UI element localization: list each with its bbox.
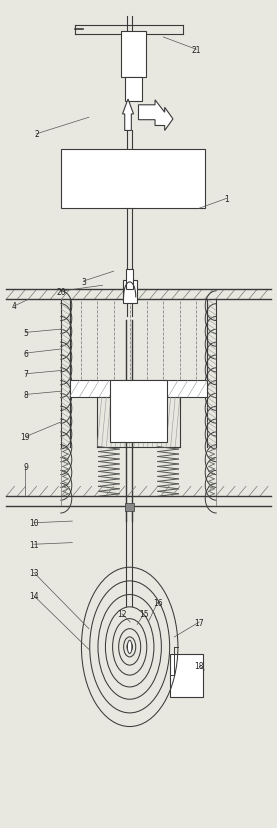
Text: 18: 18: [194, 662, 204, 671]
Text: 6: 6: [23, 349, 28, 359]
Text: 4: 4: [12, 302, 17, 311]
Text: 5: 5: [23, 329, 28, 338]
Polygon shape: [122, 100, 134, 132]
Bar: [70, 381, 207, 397]
Text: 17: 17: [194, 618, 204, 627]
Bar: [61, 150, 205, 209]
Bar: [110, 381, 167, 443]
Text: 11: 11: [29, 540, 39, 549]
Bar: [123, 281, 137, 304]
Bar: [126, 269, 133, 290]
Text: 8: 8: [23, 391, 28, 399]
Text: 20: 20: [57, 287, 66, 296]
Text: 14: 14: [29, 591, 39, 600]
Bar: [170, 654, 203, 696]
Text: 3: 3: [81, 277, 86, 286]
Text: 21: 21: [192, 46, 201, 55]
Text: 15: 15: [139, 609, 149, 619]
Circle shape: [127, 641, 132, 654]
Text: 12: 12: [117, 609, 127, 619]
Bar: [125, 503, 134, 512]
Text: 10: 10: [29, 518, 39, 527]
Text: 9: 9: [23, 462, 28, 471]
Text: 1: 1: [224, 195, 229, 204]
Polygon shape: [138, 101, 173, 132]
Text: 13: 13: [29, 568, 39, 577]
Text: 2: 2: [34, 130, 39, 139]
Text: 16: 16: [153, 598, 163, 607]
Text: 7: 7: [23, 370, 28, 379]
Bar: [121, 32, 146, 78]
Bar: [125, 78, 142, 102]
Text: 19: 19: [21, 433, 30, 441]
